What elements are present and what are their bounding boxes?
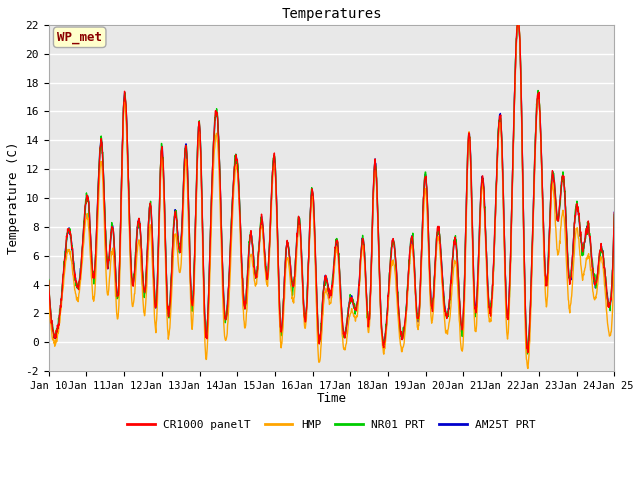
NR01 PRT [524,351,531,357]
CR1000 panelT [367,289,374,295]
CR1000 panelT [45,278,52,284]
Line: AM25T PRT: AM25T PRT [49,19,614,351]
HMP [45,294,52,300]
HMP [296,232,304,238]
NR01 PRT [296,231,304,237]
HMP [367,293,374,299]
HMP [89,288,97,293]
AM25T PRT [524,348,531,354]
HMP [524,366,532,372]
Line: CR1000 panelT: CR1000 panelT [49,17,614,352]
Text: WP_met: WP_met [57,31,102,44]
HMP [611,250,618,256]
Y-axis label: Temperature (C): Temperature (C) [7,142,20,254]
CR1000 panelT [515,14,522,20]
Line: HMP: HMP [49,23,614,369]
NR01 PRT [89,271,97,277]
CR1000 panelT [296,228,304,233]
CR1000 panelT [611,210,618,216]
HMP [307,213,314,218]
CR1000 panelT [285,247,292,252]
Title: Temperatures: Temperatures [281,7,382,21]
CR1000 panelT [111,267,119,273]
CR1000 panelT [524,349,532,355]
HMP [285,260,292,266]
AM25T PRT [611,209,618,215]
HMP [111,293,119,299]
NR01 PRT [111,267,119,273]
AM25T PRT [515,16,522,22]
Legend: CR1000 panelT, HMP, NR01 PRT, AM25T PRT: CR1000 panelT, HMP, NR01 PRT, AM25T PRT [122,416,541,435]
AM25T PRT [285,245,292,251]
AM25T PRT [296,227,304,232]
CR1000 panelT [307,205,314,211]
AM25T PRT [307,206,314,212]
HMP [515,20,522,25]
AM25T PRT [367,287,374,292]
X-axis label: Time: Time [317,392,346,405]
AM25T PRT [111,267,119,273]
AM25T PRT [89,268,97,274]
NR01 PRT [515,14,522,20]
NR01 PRT [307,205,314,211]
CR1000 panelT [89,267,97,273]
NR01 PRT [367,288,374,293]
AM25T PRT [45,281,52,287]
NR01 PRT [45,276,52,282]
Line: NR01 PRT: NR01 PRT [49,17,614,354]
NR01 PRT [611,212,618,217]
NR01 PRT [285,245,292,251]
